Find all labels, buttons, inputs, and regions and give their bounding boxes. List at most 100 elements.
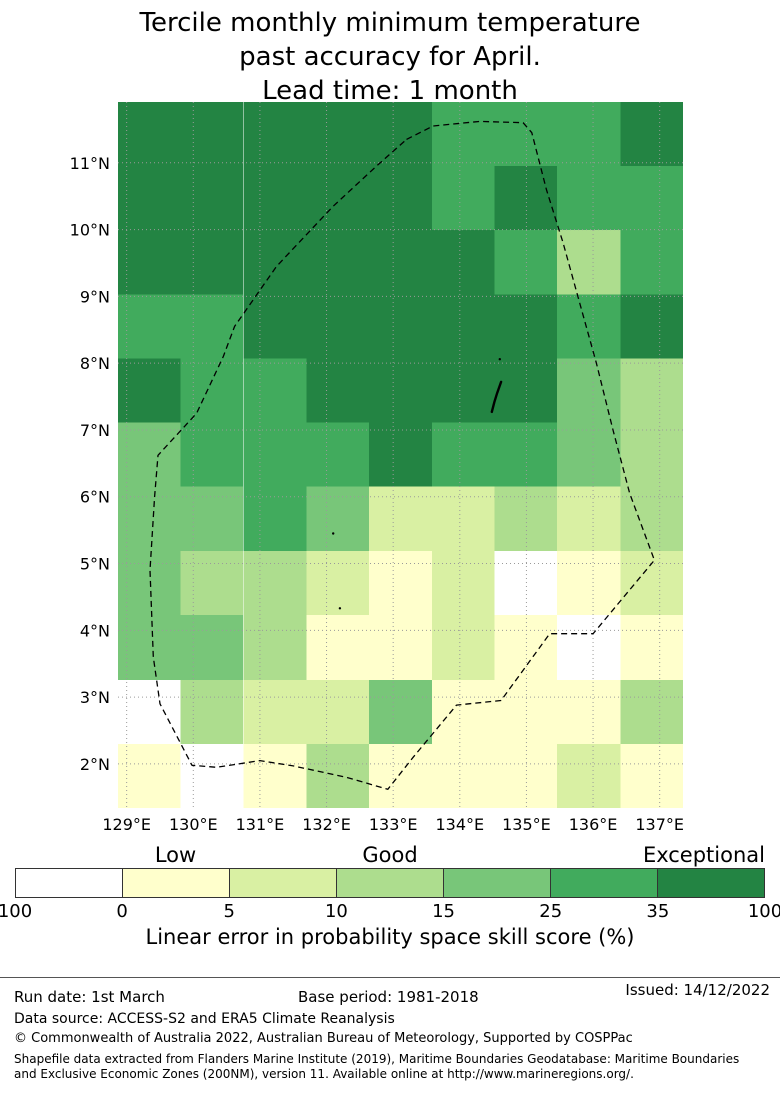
y-axis-tick-label: 11°N — [70, 154, 110, 173]
colorbar-tick: 0 — [116, 901, 128, 922]
chart-title-line3: Lead time: 1 month — [262, 76, 518, 106]
grid-cell — [369, 550, 432, 615]
base-period-text: Base period: 1981-2018 — [298, 988, 479, 1006]
grid-cell — [118, 102, 181, 167]
grid-cell — [118, 743, 181, 808]
y-axis-tick-label: 6°N — [80, 488, 110, 507]
grid-cell — [431, 679, 495, 744]
grid-cell — [306, 358, 370, 423]
grid-cell — [243, 102, 307, 167]
colorbar-caption: Linear error in probability space skill … — [145, 925, 635, 949]
small-island-dot — [338, 607, 342, 610]
grid-cell — [180, 615, 244, 680]
colorbar-label-good: Good — [362, 843, 418, 867]
grid-cell — [369, 230, 432, 295]
grid-cell — [620, 679, 683, 744]
grid-cell — [180, 550, 244, 615]
grid-cell — [494, 486, 557, 551]
grid-cell — [557, 679, 621, 744]
grid-cell — [494, 743, 557, 808]
small-island-dot — [332, 532, 335, 535]
grid-cell — [557, 166, 621, 231]
issued-date-text: Issued: 14/12/2022 — [625, 981, 770, 999]
y-axis-tick-label: 8°N — [80, 354, 110, 373]
grid-cell — [306, 166, 370, 231]
grid-cell — [494, 102, 557, 167]
colorbar-tick-labels: 100 0 5 10 15 25 35 100 — [0, 901, 780, 923]
grid-cell — [118, 679, 181, 744]
grid-cell — [180, 486, 244, 551]
small-island-dot — [498, 358, 501, 361]
chart-title-line1: Tercile monthly minimum temperature — [139, 8, 641, 38]
grid-cell — [431, 550, 495, 615]
grid-cell — [118, 615, 181, 680]
y-axis-tick-label: 10°N — [70, 221, 110, 240]
footer-divider — [0, 977, 780, 978]
colorbar-segment — [658, 869, 764, 897]
colorbar-segment — [337, 869, 444, 897]
grid-cell — [118, 422, 181, 487]
grid-cell — [369, 166, 432, 231]
colorbar-tick: 100 — [0, 901, 33, 922]
map-area: 11°N 10°N 9°N 8°N 7°N 6°N 5°N 4°N 3°N 2°N 129°E 130… — [0, 100, 780, 835]
grid-cell — [620, 230, 683, 295]
colorbar-qualitative-labels: Low Good Exceptional — [15, 842, 765, 868]
grid-cell — [431, 294, 495, 359]
shapefile-attribution-text: Shapefile data extracted from Flanders M… — [14, 1052, 740, 1081]
grid-cell — [306, 615, 370, 680]
grid-cell — [118, 486, 181, 551]
grid-cell — [620, 615, 683, 680]
x-axis-tick-label: 132°E — [302, 815, 351, 834]
grid-cell — [620, 102, 683, 167]
grid-cell — [494, 230, 557, 295]
grid-cell — [180, 102, 244, 167]
grid-cell — [243, 230, 307, 295]
grid-cell — [620, 743, 683, 808]
grid-cell — [243, 422, 307, 487]
grid-cell — [431, 358, 495, 423]
grid-cell — [557, 294, 621, 359]
colorbar-tick: 25 — [539, 901, 563, 922]
grid-cell — [620, 422, 683, 487]
grid-cell — [243, 358, 307, 423]
grid-cell — [180, 743, 244, 808]
y-axis-tick-label: 2°N — [80, 755, 110, 774]
grid-cell — [431, 102, 495, 167]
grid-cell — [369, 294, 432, 359]
grid-cell — [431, 615, 495, 680]
run-date-text: Run date: 1st March — [14, 988, 165, 1006]
palau-islands — [490, 380, 503, 414]
colorbar-segment — [16, 869, 123, 897]
grid-cell — [620, 486, 683, 551]
x-axis-tick-label: 129°E — [102, 815, 151, 834]
grid-cell — [369, 743, 432, 808]
grid-cell — [431, 422, 495, 487]
grid-cell — [369, 615, 432, 680]
colorbar-label-low: Low — [154, 843, 197, 867]
grid-cell — [243, 486, 307, 551]
grid-cell — [557, 743, 621, 808]
grid-cell — [620, 358, 683, 423]
grid-cell — [431, 230, 495, 295]
grid-cell — [243, 166, 307, 231]
grid-cell — [180, 230, 244, 295]
grid-cell — [306, 486, 370, 551]
grid-cell — [494, 615, 557, 680]
data-source-text: Data source: ACCESS-S2 and ERA5 Climate … — [14, 1011, 395, 1027]
grid-cell — [494, 294, 557, 359]
x-axis-tick-label: 136°E — [569, 815, 618, 834]
colorbar-tick: 35 — [646, 901, 670, 922]
colorbar-segment — [444, 869, 551, 897]
grid-cell — [620, 550, 683, 615]
grid-cell — [557, 230, 621, 295]
grid-cell — [306, 422, 370, 487]
grid-cell — [620, 166, 683, 231]
grid-cell — [557, 550, 621, 615]
grid-cell — [369, 422, 432, 487]
y-axis-tick-label: 3°N — [80, 688, 110, 707]
grid-cell — [369, 486, 432, 551]
grid-cell — [306, 679, 370, 744]
colorbar-tick: 15 — [432, 901, 456, 922]
chart-title: Tercile monthly minimum temperature past… — [0, 6, 780, 108]
grid-cell — [243, 294, 307, 359]
